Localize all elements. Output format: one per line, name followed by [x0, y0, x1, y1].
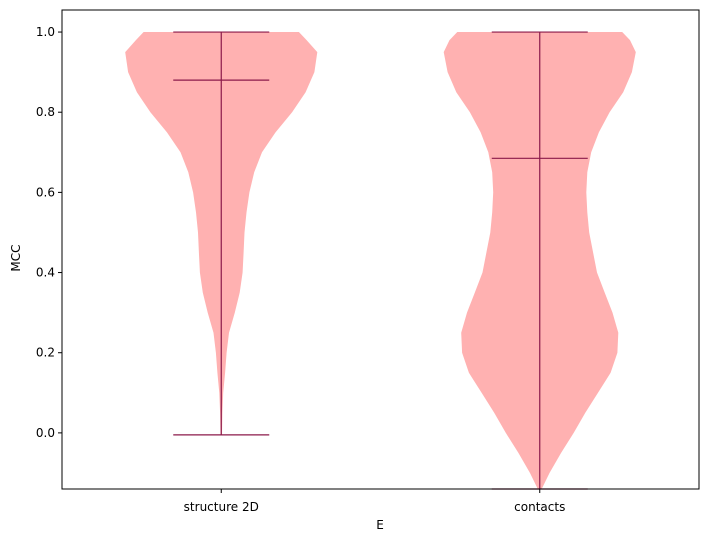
violin-structure-2d [125, 31, 318, 436]
x-tick-label: contacts [514, 500, 565, 514]
x-axis-label: E [376, 518, 384, 532]
y-axis: 0.0 0.2 0.4 0.6 0.8 1.0 [36, 25, 62, 440]
y-tick-label: 0.8 [36, 105, 55, 119]
y-axis-label: MCC [9, 244, 23, 271]
y-tick-label: 0.0 [36, 426, 55, 440]
y-tick-label: 0.4 [36, 266, 55, 280]
x-axis: structure 2D contacts [184, 489, 565, 514]
violins [125, 31, 636, 490]
y-tick-label: 1.0 [36, 25, 55, 39]
x-tick-label: structure 2D [184, 500, 259, 514]
plot-frame [61, 9, 700, 490]
y-tick-label: 0.2 [36, 346, 55, 360]
y-tick-label: 0.6 [36, 185, 55, 199]
